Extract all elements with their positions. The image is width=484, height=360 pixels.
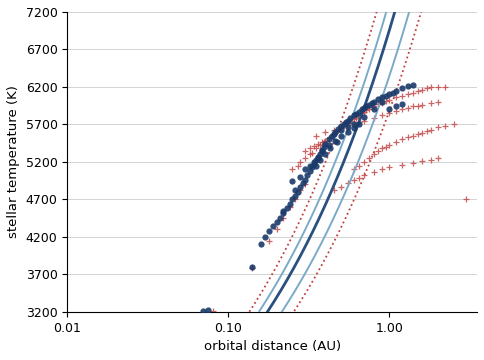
Y-axis label: stellar temperature (K): stellar temperature (K) <box>7 85 20 238</box>
X-axis label: orbital distance (AU): orbital distance (AU) <box>204 340 341 353</box>
